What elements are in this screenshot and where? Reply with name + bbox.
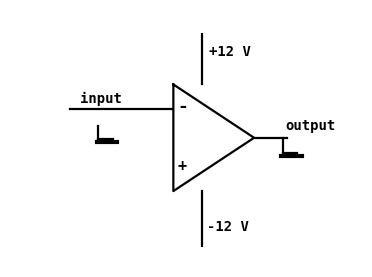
Text: +: + — [178, 159, 187, 174]
Text: +12 V: +12 V — [209, 45, 251, 60]
Text: -: - — [178, 98, 189, 116]
Text: input: input — [80, 92, 122, 106]
Text: output: output — [286, 119, 336, 133]
Text: -12 V: -12 V — [206, 220, 248, 234]
